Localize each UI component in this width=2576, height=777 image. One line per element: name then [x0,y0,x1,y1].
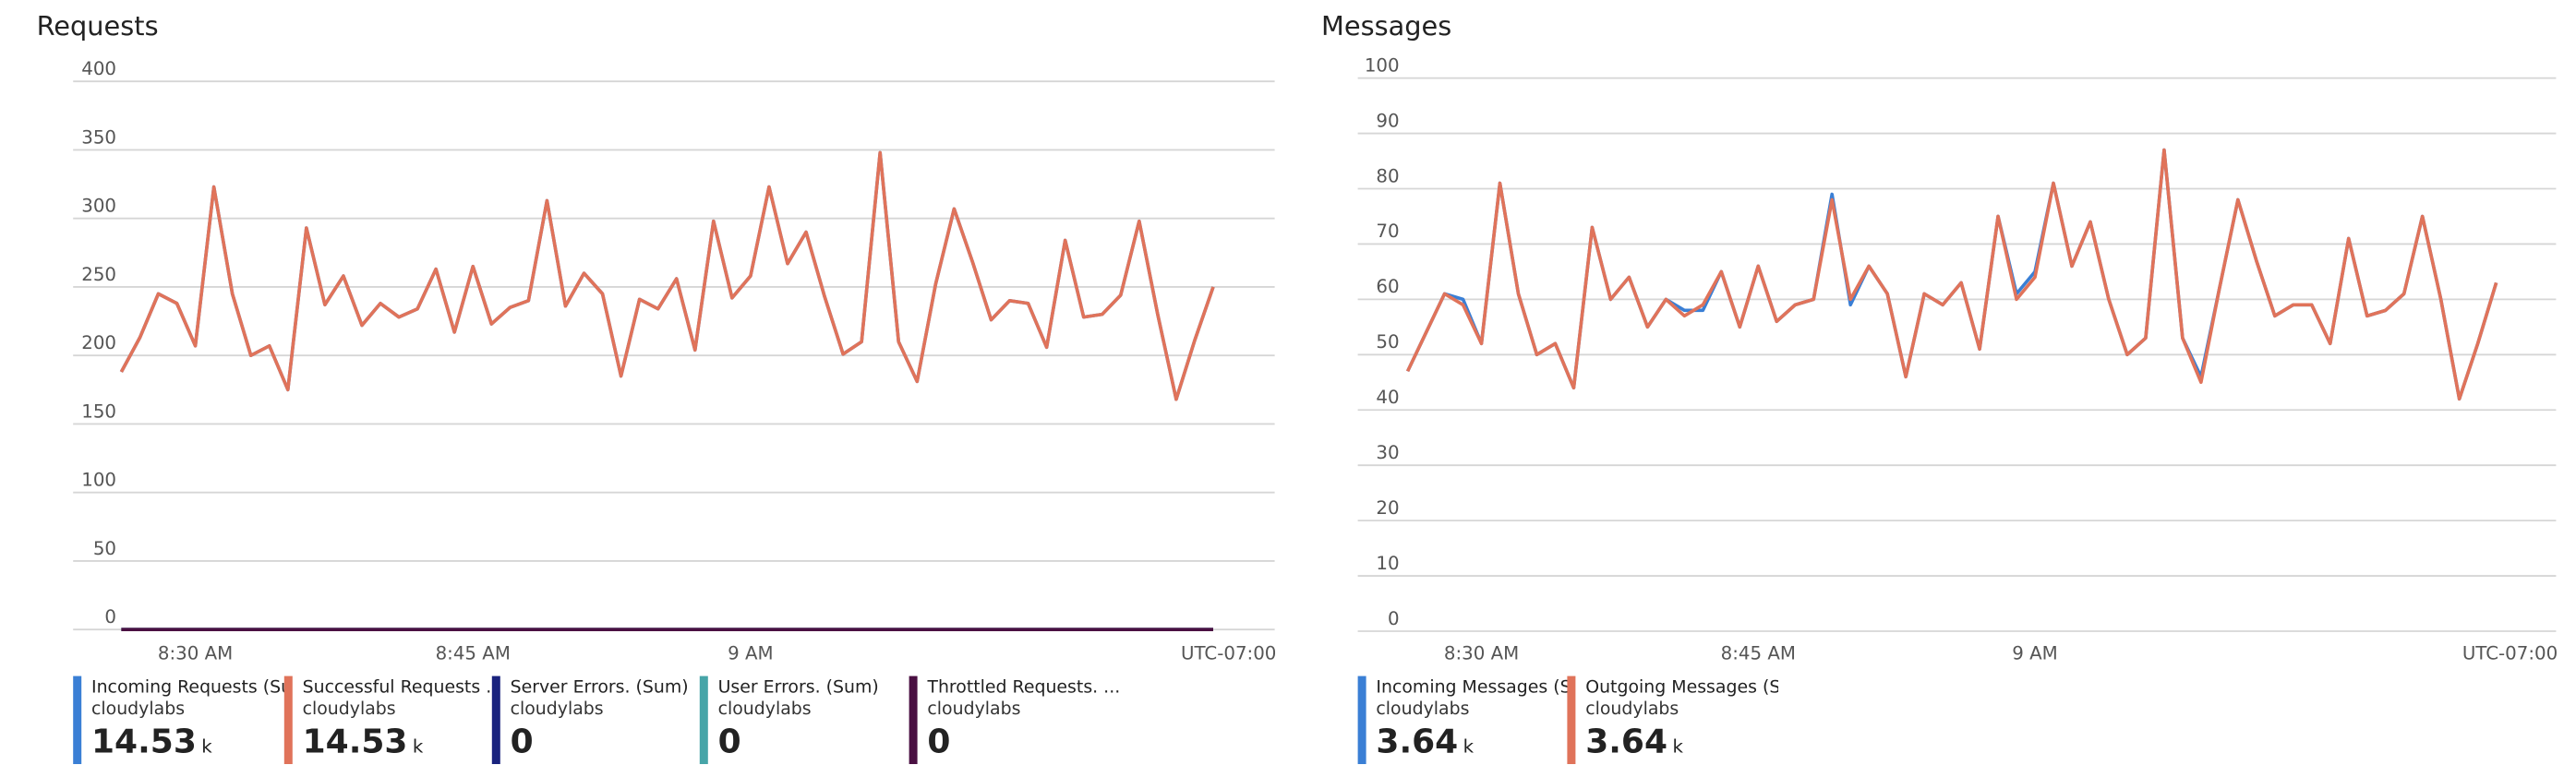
x-tick-label: 8:30 AM [158,643,233,664]
legend-source: cloudylabs [91,699,186,720]
legend-total-value: 0 [717,721,741,761]
series-line [1405,148,2498,401]
y-tick-label: 0 [104,606,116,628]
legend-name: Incoming Requests (Sum) [91,677,284,698]
chart-title: Requests [37,10,159,42]
x-tick-label: 9 AM [2012,643,2057,664]
legend-total: 3.64 k [1376,719,1569,764]
legend-total: 0 [511,719,704,762]
legend-total: 14.53 k [91,719,284,764]
legend-source: cloudylabs [510,699,604,720]
legend-total: 14.53 k [303,719,496,764]
y-tick-label: 50 [93,538,116,559]
legend-item[interactable]: User Errors. (Sum) cloudylabs 0 [699,675,911,764]
y-tick-label: 10 [1376,553,1399,574]
legend-total-value: 0 [510,721,534,761]
y-tick-label: 80 [1376,165,1399,186]
legend-name: User Errors. (Sum) [717,677,879,698]
legend-name: Successful Requests ... [302,677,496,698]
y-tick-label: 250 [81,264,116,285]
x-tick-label: 8:45 AM [436,643,511,664]
y-tick-label: 300 [81,196,116,217]
legend-source: cloudylabs [717,699,812,720]
x-tick-label: 8:45 AM [1721,643,1796,664]
legend-source: cloudylabs [1376,699,1470,720]
y-tick-label: 60 [1376,276,1399,297]
legend-total: 3.64 k [1585,719,1778,764]
legend-name: Throttled Requests. ... [927,677,1121,698]
y-tick-label: 100 [81,470,116,491]
x-tick-label: 8:30 AM [1444,643,1519,664]
legend-total-unit: k [201,735,212,758]
y-tick-label: 50 [1376,331,1399,353]
chart-title: Messages [1321,10,1451,42]
y-tick-label: 40 [1376,387,1399,408]
y-tick-label: 30 [1376,442,1399,463]
legend-source: cloudylabs [927,699,1021,720]
y-tick-label: 200 [81,332,116,353]
legend-total-value: 14.53 [91,721,197,761]
legend-name: Server Errors. (Sum) [510,677,689,698]
y-tick-label: 90 [1376,110,1399,131]
y-tick-label: 350 [81,126,116,148]
timezone-label: UTC-07:00 [1181,643,1276,664]
legend-source: cloudylabs [302,699,396,720]
legend-total: 0 [718,719,911,762]
legend-total-value: 3.64 [1376,721,1459,761]
legend-total-value: 14.53 [302,721,408,761]
y-tick-label: 0 [1388,608,1400,629]
legend-total-value: 3.64 [1585,721,1668,761]
y-tick-label: 400 [81,58,116,79]
legend-name: Outgoing Messages (Sum) [1585,677,1778,698]
series-line [1405,148,2498,401]
y-tick-label: 20 [1376,497,1399,519]
legend-total-unit: k [412,735,424,758]
legend-item[interactable]: Successful Requests ... cloudylabs 14.53 k [283,675,496,764]
series-line [119,150,1215,401]
x-tick-label: 9 AM [728,643,773,664]
y-tick-label: 150 [81,400,116,422]
legend-source: cloudylabs [1585,699,1679,720]
legend-total-unit: k [1672,735,1683,758]
timezone-label: UTC-07:00 [2462,643,2558,664]
legend-item[interactable]: Throttled Requests. ... cloudylabs 0 [909,675,1121,764]
legend-name: Incoming Messages (Sum) [1376,677,1569,698]
legend-total-unit: k [1463,735,1475,758]
legend-total-value: 0 [927,721,951,761]
y-tick-label: 100 [1365,54,1400,76]
series-line [119,150,1215,401]
legend-total: 0 [927,719,1120,762]
y-tick-label: 70 [1376,221,1399,242]
legend-item[interactable]: Server Errors. (Sum) cloudylabs 0 [491,675,704,764]
